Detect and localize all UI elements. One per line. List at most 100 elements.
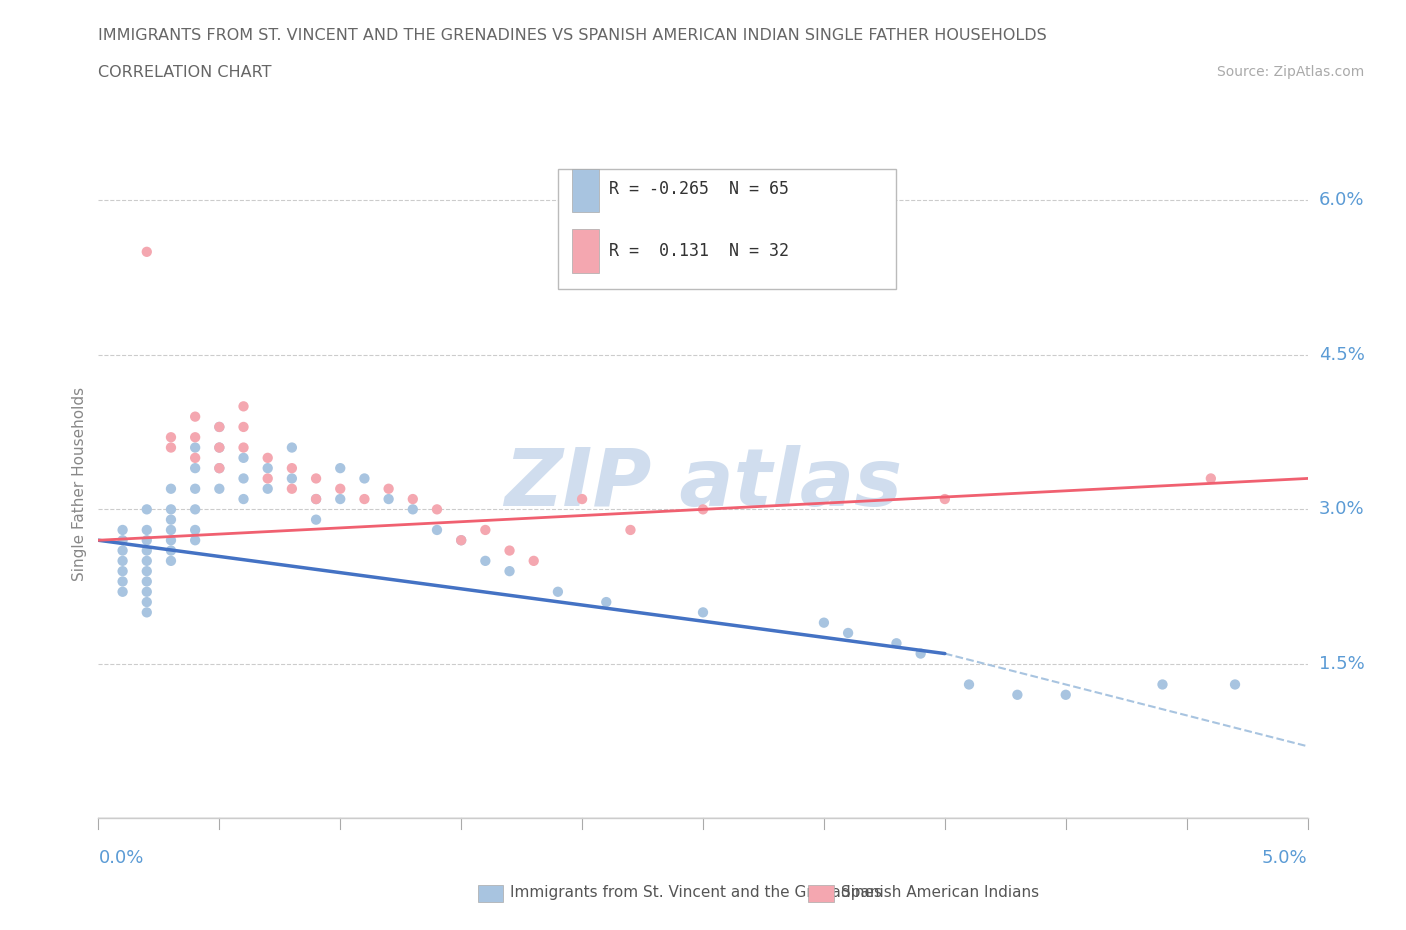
Point xyxy=(111,553,134,568)
Point xyxy=(692,604,714,619)
Point xyxy=(208,419,231,434)
Bar xyxy=(572,229,599,272)
Point xyxy=(957,677,980,692)
Point xyxy=(184,450,207,465)
Point xyxy=(135,584,157,599)
Point xyxy=(160,523,183,538)
Point xyxy=(111,543,134,558)
Text: R =  0.131  N = 32: R = 0.131 N = 32 xyxy=(609,242,789,259)
Point xyxy=(111,564,134,578)
Point xyxy=(135,502,157,517)
Point xyxy=(184,440,207,455)
Point xyxy=(377,482,399,497)
Point xyxy=(523,553,546,568)
Point xyxy=(160,553,183,568)
Point xyxy=(111,523,134,538)
Point xyxy=(281,471,304,485)
Point xyxy=(160,440,183,455)
Point xyxy=(1223,677,1246,692)
Point xyxy=(450,533,472,548)
Point xyxy=(281,440,304,455)
Point xyxy=(571,492,593,507)
Point xyxy=(135,564,157,578)
Text: R = -0.265  N = 65: R = -0.265 N = 65 xyxy=(609,180,789,198)
Point xyxy=(160,543,183,558)
Point xyxy=(426,523,449,538)
Point xyxy=(256,482,278,497)
Point xyxy=(111,584,134,599)
Point xyxy=(1007,687,1029,702)
Point xyxy=(160,512,183,527)
Point xyxy=(184,502,207,517)
Point xyxy=(329,492,352,507)
Point xyxy=(426,502,449,517)
Point xyxy=(402,492,425,507)
Point xyxy=(474,553,496,568)
Point xyxy=(305,492,328,507)
Point xyxy=(184,482,207,497)
Point xyxy=(135,604,157,619)
Point xyxy=(329,482,352,497)
Point xyxy=(135,594,157,609)
Point xyxy=(377,492,399,507)
Point xyxy=(329,460,352,475)
Point xyxy=(256,471,278,485)
Point xyxy=(135,574,157,589)
Point xyxy=(135,533,157,548)
Point xyxy=(135,553,157,568)
Point xyxy=(135,245,157,259)
Point xyxy=(232,399,254,414)
Point xyxy=(305,492,328,507)
FancyBboxPatch shape xyxy=(558,169,897,289)
Point xyxy=(160,533,183,548)
Point xyxy=(498,564,520,578)
Point xyxy=(1054,687,1077,702)
Text: 1.5%: 1.5% xyxy=(1319,655,1364,673)
Text: 6.0%: 6.0% xyxy=(1319,192,1364,209)
Point xyxy=(305,512,328,527)
Point xyxy=(305,471,328,485)
Point xyxy=(208,419,231,434)
Point xyxy=(160,502,183,517)
Point xyxy=(353,471,375,485)
Point xyxy=(1152,677,1174,692)
Point xyxy=(256,460,278,475)
Point xyxy=(232,440,254,455)
Point xyxy=(837,626,859,641)
Point xyxy=(232,450,254,465)
Text: Spanish American Indians: Spanish American Indians xyxy=(841,885,1039,900)
Point xyxy=(910,646,932,661)
Point xyxy=(692,502,714,517)
Point xyxy=(208,440,231,455)
Point xyxy=(450,533,472,548)
Point xyxy=(256,450,278,465)
Point xyxy=(135,543,157,558)
Y-axis label: Single Father Households: Single Father Households xyxy=(72,387,87,580)
Text: 4.5%: 4.5% xyxy=(1319,346,1365,364)
Point xyxy=(232,471,254,485)
Point xyxy=(547,584,569,599)
Point xyxy=(208,460,231,475)
Point xyxy=(402,502,425,517)
Text: Immigrants from St. Vincent and the Grenadines: Immigrants from St. Vincent and the Gren… xyxy=(510,885,883,900)
Point xyxy=(111,574,134,589)
Point xyxy=(498,543,520,558)
Text: 3.0%: 3.0% xyxy=(1319,500,1364,518)
Point xyxy=(886,636,908,651)
Text: 5.0%: 5.0% xyxy=(1263,849,1308,867)
Point xyxy=(232,492,254,507)
Point xyxy=(208,460,231,475)
Point xyxy=(184,460,207,475)
Point xyxy=(111,533,134,548)
Bar xyxy=(572,169,599,212)
Point xyxy=(208,482,231,497)
Text: CORRELATION CHART: CORRELATION CHART xyxy=(98,65,271,80)
Point xyxy=(595,594,617,609)
Point xyxy=(160,482,183,497)
Text: 0.0%: 0.0% xyxy=(98,849,143,867)
Point xyxy=(184,523,207,538)
Point xyxy=(160,430,183,445)
Text: Source: ZipAtlas.com: Source: ZipAtlas.com xyxy=(1216,65,1364,79)
Point xyxy=(353,492,375,507)
Point xyxy=(184,533,207,548)
